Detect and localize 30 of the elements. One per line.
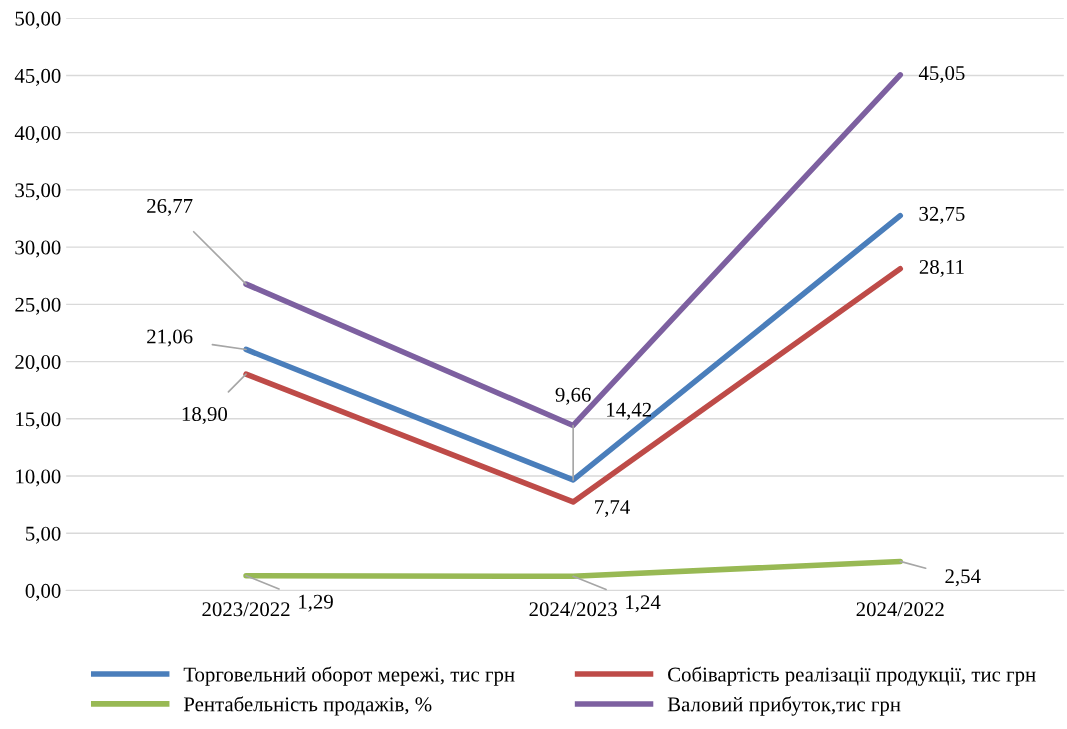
data-label: 21,06 bbox=[147, 329, 193, 347]
y-tick-label: 15,00 bbox=[16, 412, 61, 430]
data-label: 45,05 bbox=[918, 66, 965, 84]
y-tick-label: 20,00 bbox=[15, 354, 61, 373]
data-label: 2,54 bbox=[945, 569, 981, 587]
x-tick-label: 2023/2022 bbox=[202, 602, 290, 617]
data-label: 32,75 bbox=[919, 206, 965, 224]
data-label: 1,24 bbox=[626, 595, 661, 613]
data-label: 1,29 bbox=[299, 594, 333, 612]
legend-label: Валовий прибуток,тис грн bbox=[667, 696, 901, 716]
y-tick-label: 45,00 bbox=[14, 68, 61, 86]
data-label: 7,74 bbox=[595, 500, 630, 518]
y-tick-label: 50,00 bbox=[15, 11, 61, 29]
data-label: 9,66 bbox=[555, 387, 591, 405]
y-tick-label: 40,00 bbox=[14, 126, 61, 144]
legend-label: Собівартість реалізації продукції, тис грн bbox=[668, 666, 1036, 686]
y-tick-label: 30,00 bbox=[15, 240, 61, 258]
x-tick-label: 2024/2022 bbox=[856, 602, 944, 617]
legend-label: Рентабельність продажів, % bbox=[183, 696, 432, 716]
legend-label: Торговельний оборот мережі, тис грн bbox=[183, 666, 515, 686]
y-tick-label: 10,00 bbox=[16, 469, 61, 487]
y-tick-label: 0,00 bbox=[25, 583, 61, 601]
y-tick-label: 5,00 bbox=[26, 526, 61, 544]
data-label: 26,77 bbox=[147, 198, 193, 216]
y-tick-label: 25,00 bbox=[15, 297, 61, 315]
y-tick-label: 35,00 bbox=[15, 183, 61, 201]
x-tick-label: 2024/2023 bbox=[529, 602, 617, 617]
data-label: 18,90 bbox=[182, 407, 228, 425]
data-label: 28,11 bbox=[919, 259, 964, 277]
data-label: 14,42 bbox=[607, 402, 651, 420]
